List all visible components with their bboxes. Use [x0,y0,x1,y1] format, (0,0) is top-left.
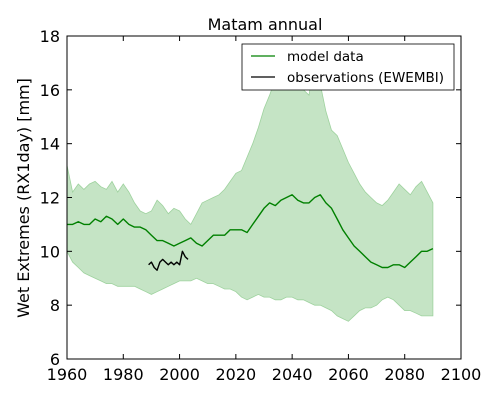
y-tick-label: 6 [50,350,60,369]
legend-box [241,43,455,91]
x-tick-label: 2080 [384,365,425,384]
y-tick-label: 8 [50,296,60,315]
x-tick-label: 1980 [103,365,144,384]
series-line-model [67,194,434,269]
x-tick-label: 2100 [441,365,482,384]
y-tick-label: 14 [40,135,60,154]
x-tick-label: 2060 [328,365,369,384]
legend-label-model: model data [287,49,364,65]
legend-label-observations: observations (EWEMBI) [287,70,444,86]
y-tick-label: 18 [40,27,60,46]
x-tick-label: 2040 [272,365,313,384]
x-tick-label: 2000 [159,365,200,384]
series-line-observations [148,250,189,271]
model-range-area [66,46,434,322]
y-axis-title: Wet Extremes (RX1day) [mm] [14,78,33,318]
y-tick-label: 16 [40,81,60,100]
y-tick-label: 12 [40,189,60,208]
axis-ticks [66,35,462,360]
x-tick-label: 2020 [215,365,256,384]
chart-title: Matam annual [208,15,323,34]
axis-tick-labels: 1960 1980 2000 2020 2040 2060 2080 2100 6 8 10 12 14… [40,27,482,384]
legend: model data observations (EWEMBI) [241,43,455,91]
x-tick-label: 1960 [47,365,88,384]
model-range-band [66,46,434,322]
series-lines [67,194,434,271]
y-tick-label: 10 [40,242,60,261]
